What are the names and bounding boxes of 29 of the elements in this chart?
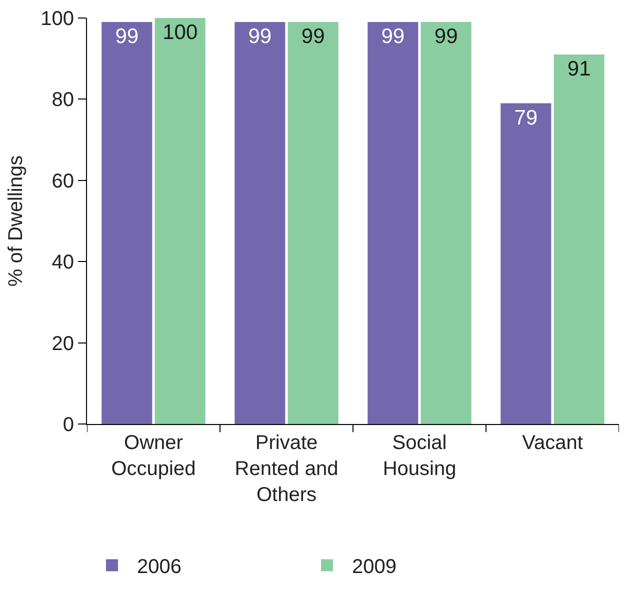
bar — [154, 18, 206, 424]
y-tick-label: 0 — [62, 414, 74, 436]
y-tick-label: 100 — [40, 8, 74, 30]
data-label: 100 — [162, 21, 198, 44]
bar — [288, 22, 338, 424]
x-tick-label: Social Housing — [382, 432, 456, 480]
bar — [420, 22, 472, 424]
data-label: 79 — [514, 106, 538, 130]
bar — [500, 103, 552, 424]
x-tick-label: Owner Occupied — [111, 432, 196, 480]
bar — [554, 54, 604, 424]
data-label: 99 — [115, 25, 139, 48]
y-tick-label: 40 — [52, 252, 74, 274]
legend-label: 2006 — [137, 556, 182, 578]
y-tick-label: 60 — [52, 170, 74, 192]
data-label: 99 — [381, 25, 405, 48]
y-axis-title: % of Dwellings — [5, 155, 28, 287]
data-label: 91 — [567, 58, 591, 81]
bar — [368, 22, 418, 424]
x-tick-label: Private Rented and Others — [234, 432, 338, 506]
data-label: 99 — [248, 25, 272, 48]
bar — [102, 22, 152, 424]
x-tick-label: Vacant — [522, 432, 584, 454]
data-label: 99 — [301, 25, 325, 48]
legend-label: 2009 — [352, 556, 396, 578]
data-label: 99 — [434, 25, 458, 48]
bar — [234, 22, 286, 424]
y-tick-label: 20 — [52, 332, 74, 355]
y-tick-label: 80 — [52, 89, 74, 112]
